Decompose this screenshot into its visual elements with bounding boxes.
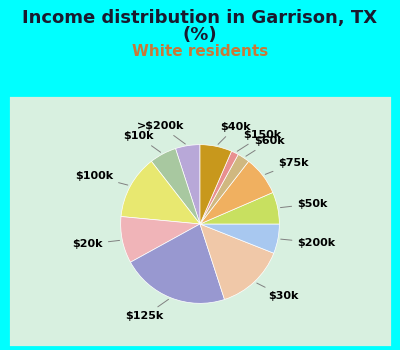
Wedge shape	[200, 151, 238, 224]
Text: $50k: $50k	[280, 199, 328, 209]
Wedge shape	[200, 193, 279, 224]
Wedge shape	[121, 161, 200, 224]
Wedge shape	[176, 145, 200, 224]
Text: White residents: White residents	[132, 44, 268, 59]
Wedge shape	[200, 224, 279, 253]
Text: $20k: $20k	[72, 239, 120, 249]
Wedge shape	[121, 217, 200, 262]
Text: $30k: $30k	[257, 283, 298, 301]
Text: $200k: $200k	[281, 238, 336, 247]
Text: $10k: $10k	[123, 131, 161, 152]
Wedge shape	[200, 154, 249, 224]
Text: >$200k: >$200k	[137, 121, 185, 144]
Wedge shape	[200, 224, 274, 300]
Text: $60k: $60k	[246, 136, 285, 156]
Text: $150k: $150k	[237, 130, 282, 151]
Text: (%): (%)	[183, 26, 217, 44]
Text: Income distribution in Garrison, TX: Income distribution in Garrison, TX	[22, 9, 378, 27]
Wedge shape	[200, 145, 232, 224]
Text: $125k: $125k	[125, 299, 168, 321]
Wedge shape	[200, 161, 273, 224]
Wedge shape	[130, 224, 224, 303]
Text: $40k: $40k	[218, 122, 251, 144]
Text: $100k: $100k	[75, 171, 128, 185]
Text: $75k: $75k	[265, 158, 309, 174]
Wedge shape	[151, 148, 200, 224]
